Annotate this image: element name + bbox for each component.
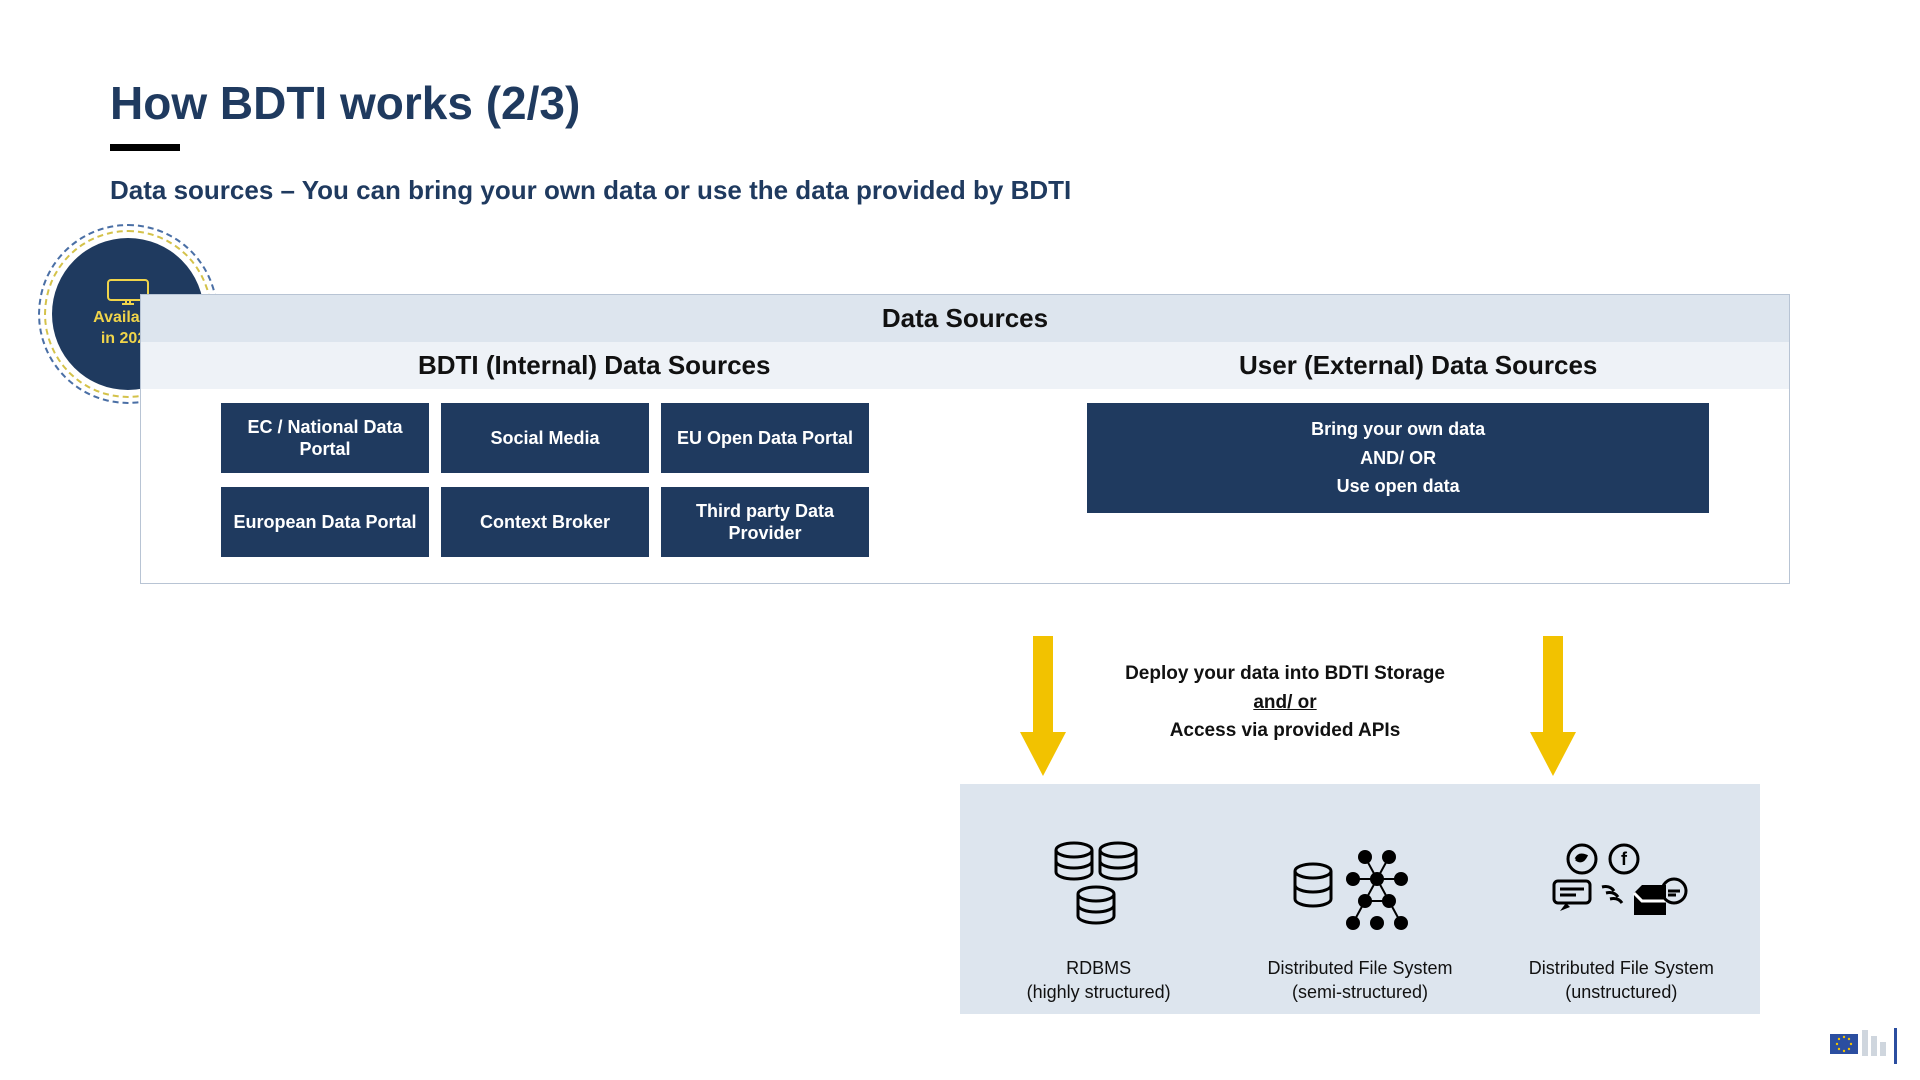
storage-panel: RDBMS (highly structured) [960, 784, 1760, 1014]
storage-item-semi: Distributed File System (semi-structured… [1229, 794, 1490, 1004]
storage-title: Distributed File System [1267, 958, 1452, 978]
deploy-text: Deploy your data into BDTI Storage and/ … [1100, 660, 1470, 746]
arrow-down-icon [1530, 636, 1572, 776]
storage-title: Distributed File System [1529, 958, 1714, 978]
ec-logo [1828, 1024, 1898, 1068]
external-sources: Bring your own dataAND/ ORUse open data [1047, 403, 1789, 557]
internal-card: Third party Data Provider [661, 487, 869, 557]
sources-header: Data Sources [141, 295, 1789, 342]
internal-header: BDTI (Internal) Data Sources [141, 342, 1047, 389]
arrow-down-icon [1020, 636, 1062, 776]
social-cluster-icon: f [1546, 827, 1696, 947]
storage-item-unstructured: f Distributed File System (unstructured) [1491, 794, 1752, 1004]
deploy-line1: Deploy your data into BDTI Storage [1125, 663, 1445, 684]
internal-sources: EC / National Data Portal Social Media E… [141, 403, 1047, 557]
internal-card: Social Media [441, 403, 649, 473]
storage-sub: (semi-structured) [1292, 982, 1428, 1002]
data-sources-box: Data Sources BDTI (Internal) Data Source… [140, 294, 1790, 584]
subtitle: Data sources – You can bring your own da… [110, 175, 1810, 206]
deploy-andor: and/ or [1253, 692, 1316, 713]
storage-sub: (unstructured) [1565, 982, 1677, 1002]
db-dots-icon [1285, 827, 1435, 947]
external-header: User (External) Data Sources [1047, 342, 1789, 389]
db-cluster-icon [1044, 827, 1154, 947]
storage-sub: (highly structured) [1027, 982, 1171, 1002]
title-underline [110, 144, 180, 151]
internal-card: Context Broker [441, 487, 649, 557]
internal-card: EU Open Data Portal [661, 403, 869, 473]
external-card: Bring your own dataAND/ ORUse open data [1087, 403, 1709, 513]
internal-card: European Data Portal [221, 487, 429, 557]
deploy-line2: Access via provided APIs [1170, 720, 1401, 741]
internal-card: EC / National Data Portal [221, 403, 429, 473]
svg-text:f: f [1621, 849, 1628, 869]
storage-item-rdbms: RDBMS (highly structured) [968, 794, 1229, 1004]
page-title: How BDTI works (2/3) [110, 76, 1810, 130]
storage-title: RDBMS [1066, 958, 1131, 978]
